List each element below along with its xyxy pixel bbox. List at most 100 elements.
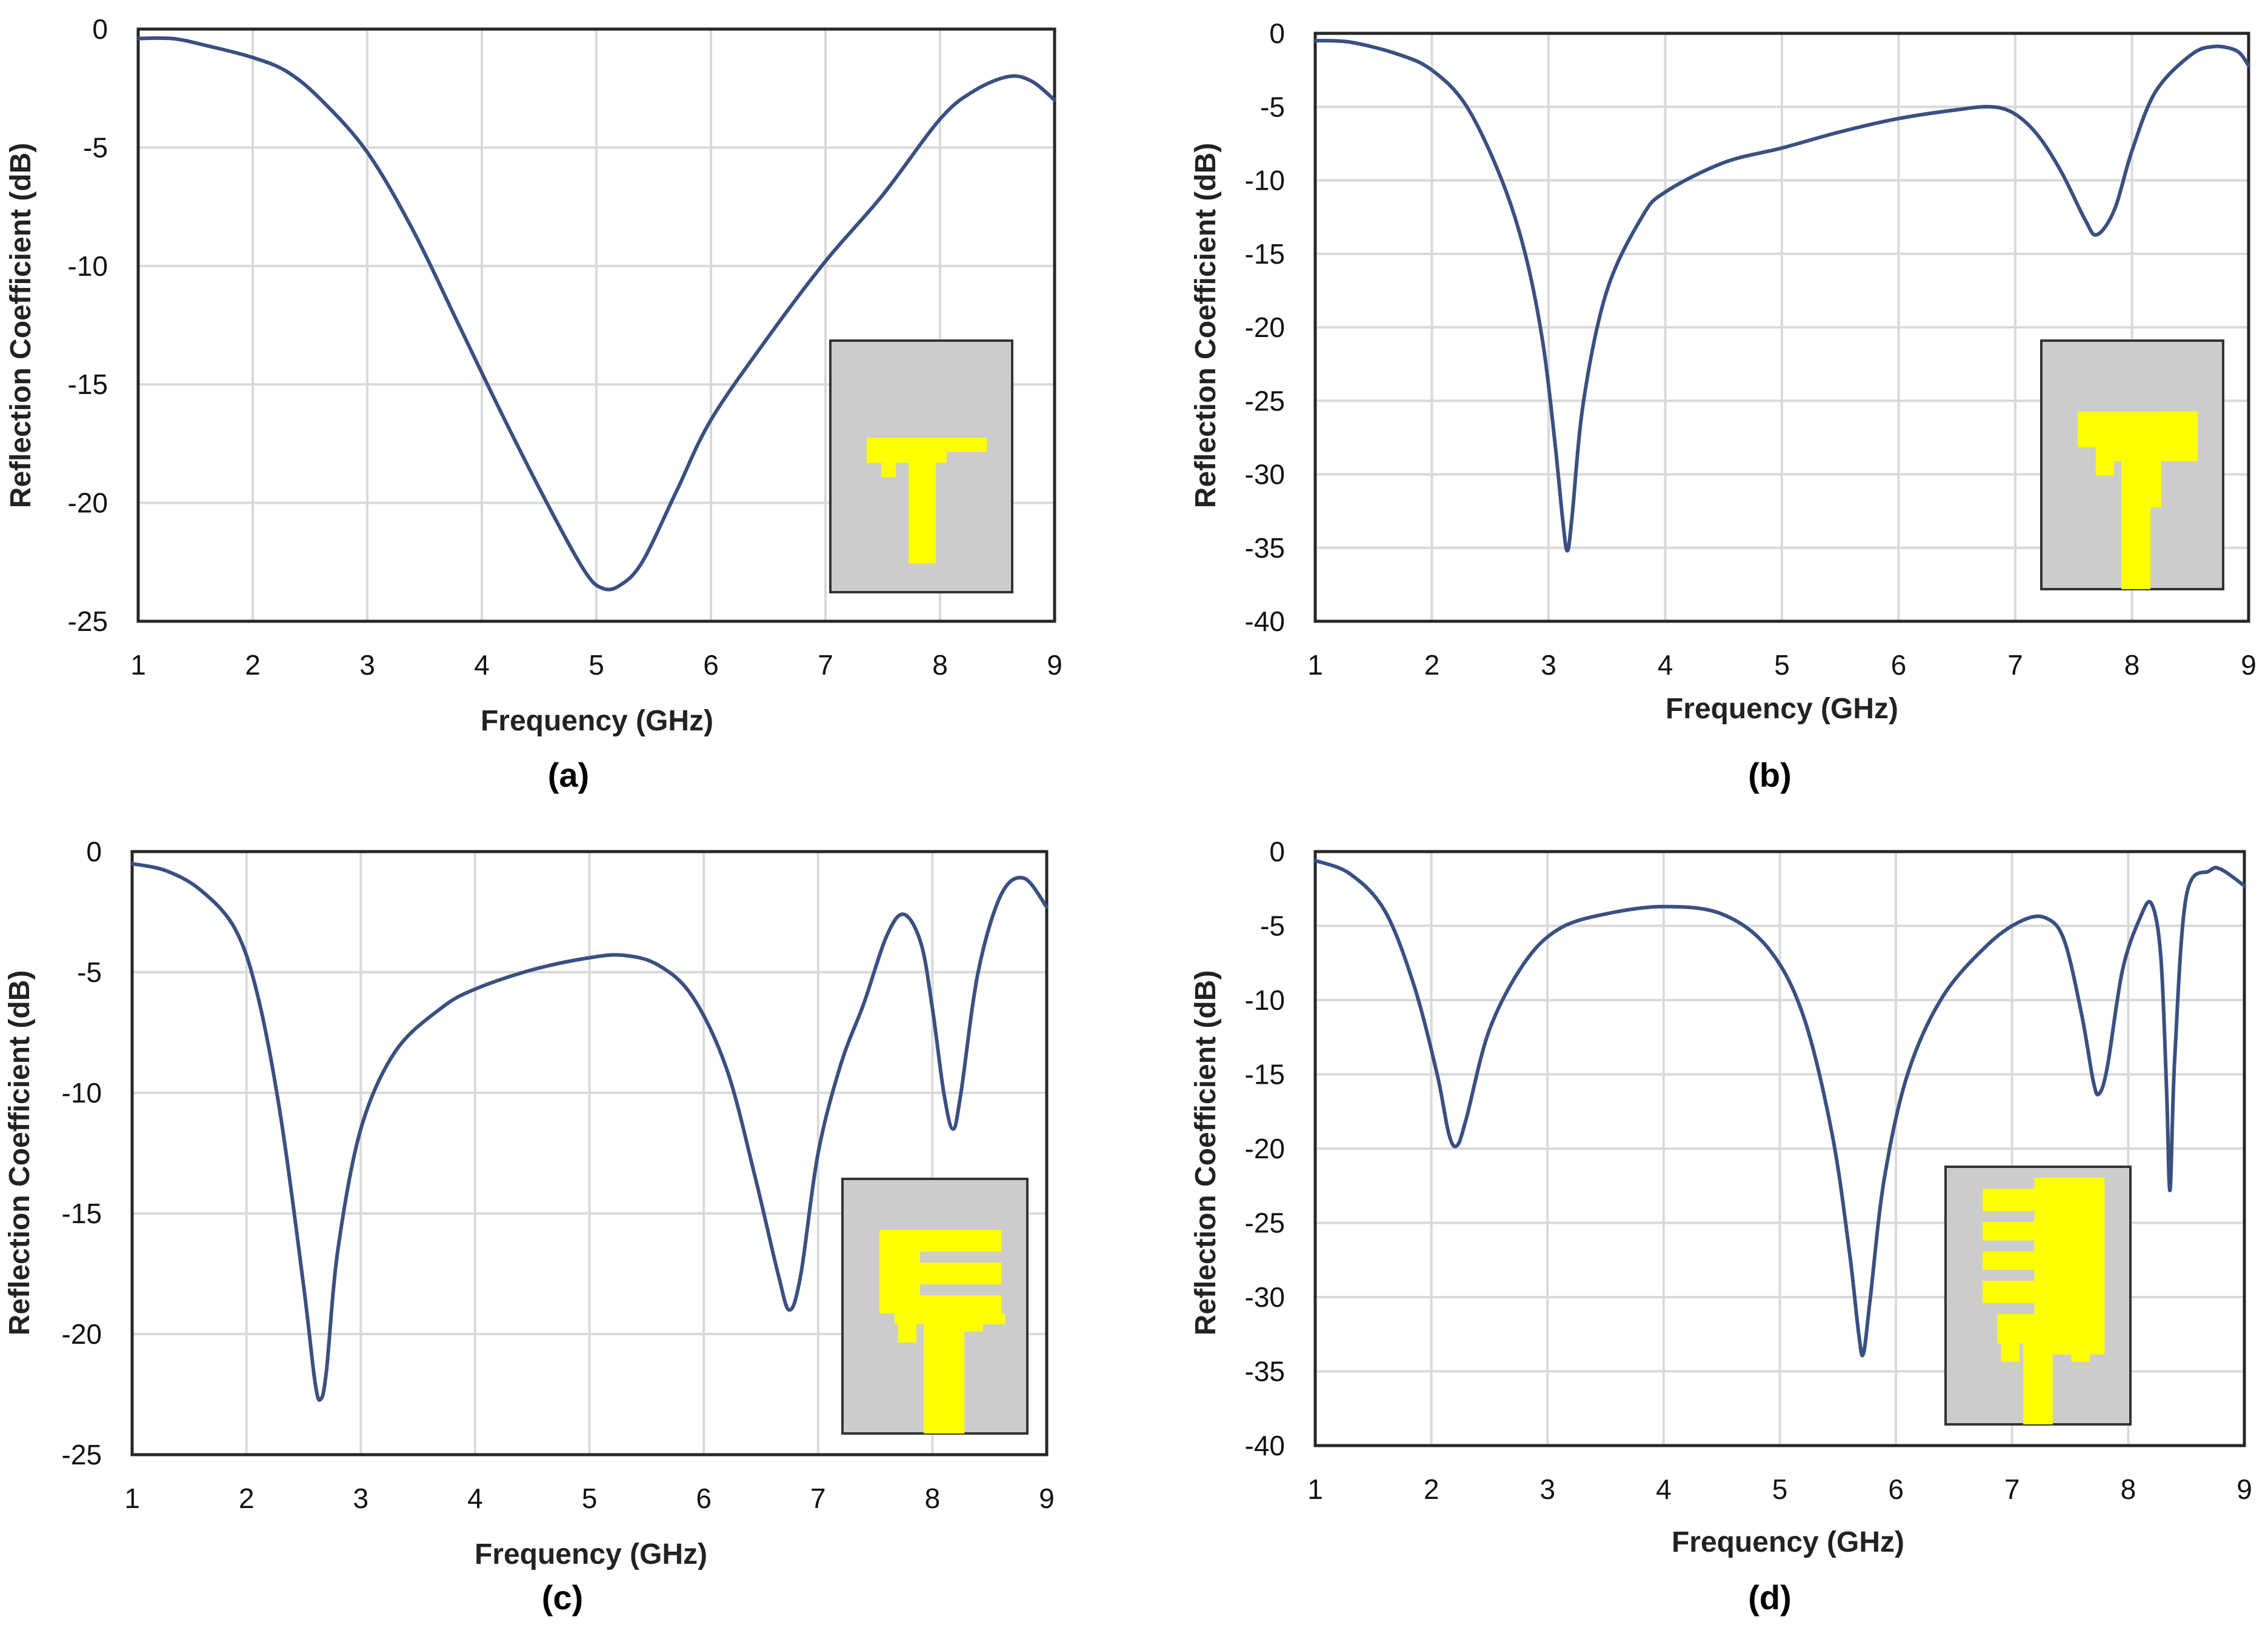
plot-frame xyxy=(1313,32,2250,623)
y-tick-label: -20 xyxy=(68,487,108,519)
y-tick-label: -25 xyxy=(62,1439,102,1470)
x-tick-label: 6 xyxy=(703,649,719,681)
x-tick-label: 7 xyxy=(818,649,833,681)
patch-shape xyxy=(1983,1222,2035,1241)
x-tick-label: 8 xyxy=(932,649,948,681)
x-tick-label: 4 xyxy=(1656,1473,1672,1505)
y-tick-label: -20 xyxy=(1245,1133,1285,1164)
y-tick-label: -10 xyxy=(1245,984,1285,1016)
y-axis-label: Reflection Coefficient (dB) xyxy=(4,970,36,1336)
patch-shape xyxy=(2158,412,2198,462)
x-tick-label: 2 xyxy=(1424,1473,1439,1505)
x-tick-label: 5 xyxy=(582,1483,598,1514)
panel-a: 1 2 3 4 5 6 7 8 9 0 -5 -10 -15 -20 -25 Frequency (GHz) R… xyxy=(5,13,1062,794)
y-axis-label: Reflection Coefficient (dB) xyxy=(1190,970,1222,1336)
patch-shape xyxy=(879,1230,1002,1252)
x-tick-label: 6 xyxy=(1888,1473,1904,1505)
y-tick-label: -15 xyxy=(68,369,108,400)
x-tick-label: 4 xyxy=(474,649,490,681)
y-tick-label: -10 xyxy=(1245,165,1285,196)
x-tick-label: 2 xyxy=(1424,649,1440,681)
y-tick-label: 0 xyxy=(86,836,102,867)
x-tick-label: 2 xyxy=(245,649,261,681)
x-tick-label: 7 xyxy=(810,1483,826,1514)
x-tick-label: 9 xyxy=(2241,649,2256,681)
plot-frame xyxy=(130,850,1049,1456)
y-tick-label: -5 xyxy=(83,132,108,163)
panel-caption: (b) xyxy=(1748,756,1792,794)
x-axis-label: Frequency (GHz) xyxy=(481,705,713,737)
patch-shape xyxy=(2078,436,2161,447)
y-tick-label: -25 xyxy=(68,606,108,637)
y-tick-label: -15 xyxy=(1245,1059,1285,1090)
y-tick-label: -10 xyxy=(68,250,108,282)
x-tick-label: 7 xyxy=(2007,649,2023,681)
y-tick-label: -35 xyxy=(1245,532,1285,564)
patch-shape xyxy=(879,1263,1002,1284)
y-tick-label: -15 xyxy=(1245,238,1285,270)
patch-shape xyxy=(1983,1189,2035,1211)
patch-shape xyxy=(867,438,987,452)
y-tick-label: -30 xyxy=(1245,1281,1285,1313)
panel-c: 1 2 3 4 5 6 7 8 9 0 -5 -10 -15 -20 -25 Frequency (GHz) R… xyxy=(4,836,1055,1617)
patch-shape xyxy=(924,1313,965,1433)
patch-shape xyxy=(881,462,896,478)
x-tick-label: 5 xyxy=(1772,1473,1788,1505)
patch-shape xyxy=(964,1313,983,1332)
patch-shape xyxy=(2121,461,2150,589)
x-tick-label: 1 xyxy=(1307,1473,1323,1505)
x-tick-label: 5 xyxy=(589,649,604,681)
panel-d: 1 2 3 4 5 6 7 8 9 0 -5 -10 -15 -20 -25 -30 -35 -40 Frequen… xyxy=(1190,836,2252,1617)
x-tick-label: 2 xyxy=(239,1483,255,1514)
y-tick-label: -15 xyxy=(62,1198,102,1229)
x-axis-label: Frequency (GHz) xyxy=(1666,693,1898,725)
y-tick-label: -30 xyxy=(1245,459,1285,490)
x-tick-label: 9 xyxy=(2236,1473,2252,1505)
y-tick-label: -20 xyxy=(62,1318,102,1350)
panel-caption: (a) xyxy=(548,756,589,794)
patch-shape xyxy=(1983,1281,2035,1303)
patch-shape xyxy=(1997,1313,2105,1344)
x-tick-label: 6 xyxy=(1891,649,1907,681)
x-tick-label: 9 xyxy=(1039,1483,1055,1514)
x-axis-label: Frequency (GHz) xyxy=(475,1538,707,1570)
x-tick-label: 9 xyxy=(1047,649,1062,681)
x-tick-label: 4 xyxy=(1658,649,1673,681)
x-tick-label: 8 xyxy=(2121,1473,2136,1505)
patch-shape xyxy=(2001,1343,2020,1362)
series-line-s11 xyxy=(136,36,1056,592)
x-tick-label: 1 xyxy=(130,649,146,681)
x-tick-label: 8 xyxy=(2124,649,2140,681)
panel-caption: (d) xyxy=(1748,1578,1792,1617)
y-tick-label: -40 xyxy=(1245,606,1285,637)
y-tick-label: 0 xyxy=(1269,18,1285,49)
y-tick-label: -5 xyxy=(1260,91,1285,122)
y-tick-label: -35 xyxy=(1245,1356,1285,1387)
patch-shape xyxy=(1983,1251,2035,1270)
y-tick-label: -40 xyxy=(1245,1430,1285,1461)
x-tick-label: 3 xyxy=(353,1483,369,1514)
x-tick-label: 3 xyxy=(1539,1473,1555,1505)
patch-shape xyxy=(879,1252,921,1263)
x-tick-label: 7 xyxy=(2004,1473,2020,1505)
y-tick-label: -25 xyxy=(1245,385,1285,416)
y-tick-label: -5 xyxy=(77,956,102,988)
x-tick-label: 3 xyxy=(1541,649,1556,681)
patch-shape xyxy=(909,452,936,564)
patch-shape xyxy=(898,1324,916,1343)
panel-caption: (c) xyxy=(542,1578,583,1617)
patch-shape xyxy=(2023,1343,2053,1424)
x-tick-label: 5 xyxy=(1774,649,1790,681)
y-tick-label: 0 xyxy=(92,13,108,45)
plot-frame xyxy=(1313,850,2246,1447)
series-line-s11 xyxy=(1313,39,2250,553)
x-tick-label: 8 xyxy=(925,1483,941,1514)
y-tick-label: 0 xyxy=(1269,836,1285,867)
x-tick-label: 4 xyxy=(467,1483,483,1514)
patch-shape xyxy=(2096,461,2114,476)
antenna-inset xyxy=(841,1178,1029,1435)
series-line-s11 xyxy=(1313,858,2246,1358)
patch-shape xyxy=(867,452,881,463)
y-tick-label: -25 xyxy=(1245,1207,1285,1239)
